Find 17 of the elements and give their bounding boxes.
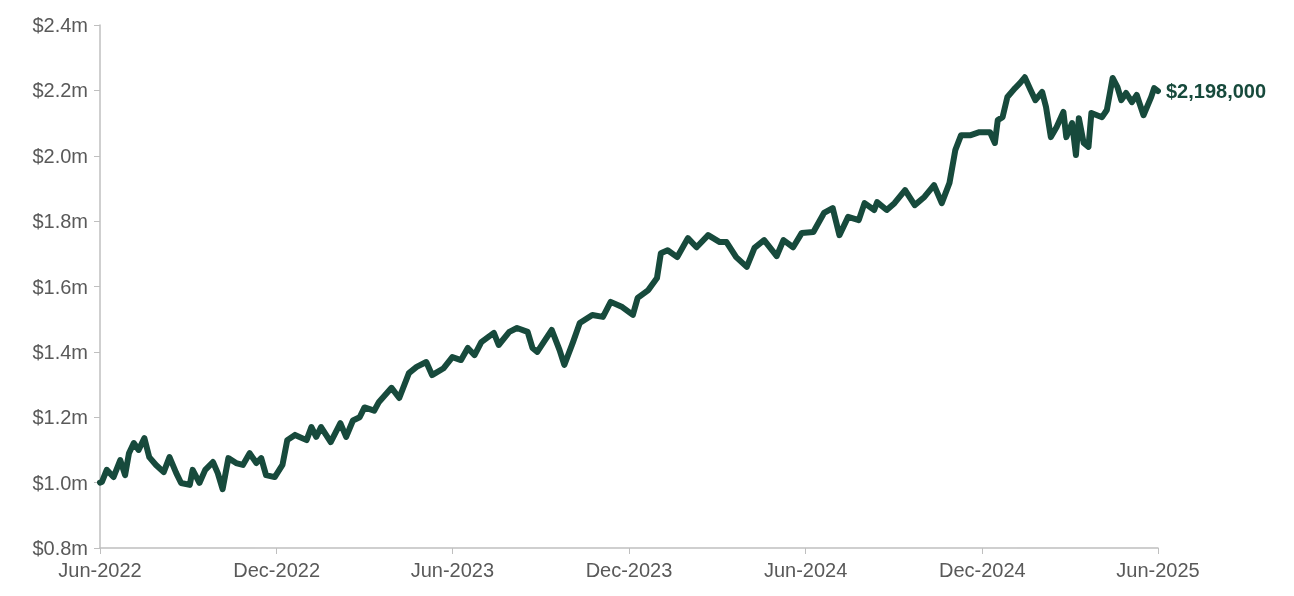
x-tick-label: Jun-2023: [410, 559, 495, 581]
y-tick-label: $0.8m: [32, 537, 88, 559]
y-tick-label: $1.4m: [32, 340, 88, 363]
x-tick-label: Dec-2022: [233, 559, 321, 581]
x-tick-label: Dec-2023: [585, 559, 673, 581]
y-tick-label: $1.8m: [32, 210, 88, 233]
y-tick-label: $2.4m: [32, 14, 88, 36]
y-tick-label: $1.2m: [32, 406, 88, 429]
data-label: $2,198,000: [1166, 80, 1267, 103]
y-tick-label: $1.0m: [32, 471, 88, 494]
x-tick-label: Dec-2024: [938, 559, 1026, 581]
x-tick-label: Jun-2022: [58, 559, 142, 581]
x-tick-label: Jun-2024: [763, 559, 848, 581]
y-tick-label: $1.6m: [32, 275, 88, 298]
y-tick-label: $2.2m: [32, 79, 88, 102]
y-tick-label: $2.0m: [32, 144, 88, 167]
x-tick-label: Jun-2025: [1116, 559, 1200, 581]
